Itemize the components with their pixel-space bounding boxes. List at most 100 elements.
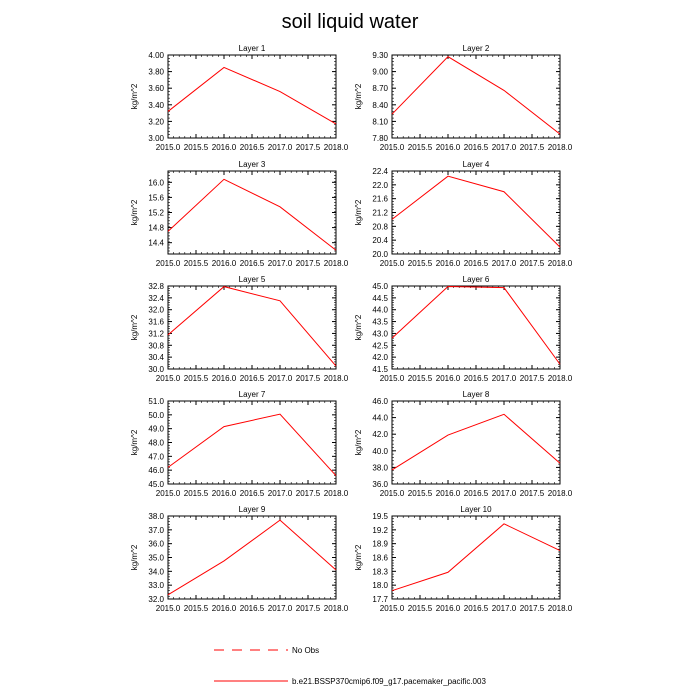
plot-frame — [391, 515, 561, 600]
y-axis-label: kg/m^2 — [354, 544, 363, 570]
y-tick-label: 18.9 — [372, 540, 388, 549]
y-tick-label: 17.7 — [372, 595, 388, 604]
legend-obs-label: No Obs — [292, 646, 319, 655]
x-tick-label: 2017.5 — [296, 259, 321, 268]
x-tick-label: 2016.5 — [464, 143, 489, 152]
x-tick-label: 2015.0 — [380, 489, 405, 498]
y-axis-label: kg/m^2 — [130, 314, 139, 340]
y-axis-label: kg/m^2 — [130, 429, 139, 455]
x-tick-label: 2017.0 — [268, 259, 293, 268]
x-tick-label: 2018.0 — [548, 143, 573, 152]
x-tick-label: 2017.5 — [520, 489, 545, 498]
y-tick-label: 50.0 — [148, 411, 164, 420]
y-tick-label: 3.40 — [148, 101, 164, 110]
panel-title: Layer 1 — [239, 44, 266, 53]
plot-frame — [391, 54, 561, 139]
panel-title: Layer 6 — [463, 275, 490, 284]
series-line — [391, 523, 561, 592]
y-tick-label: 20.0 — [372, 250, 388, 259]
y-axis-label: kg/m^2 — [354, 83, 363, 109]
panel-title: Layer 10 — [460, 505, 492, 514]
y-tick-label: 46.0 — [148, 466, 164, 475]
series-line — [167, 66, 337, 125]
x-tick-label: 2018.0 — [324, 143, 349, 152]
y-axis-label: kg/m^2 — [130, 199, 139, 225]
y-tick-label: 40.0 — [372, 447, 388, 456]
x-tick-label: 2017.0 — [492, 143, 517, 152]
y-tick-label: 7.80 — [372, 134, 388, 143]
x-tick-label: 2016.5 — [240, 604, 265, 613]
panel-title: Layer 8 — [463, 390, 490, 399]
y-tick-label: 51.0 — [148, 397, 164, 406]
x-tick-label: 2017.0 — [268, 374, 293, 383]
x-tick-label: 2015.5 — [184, 604, 209, 613]
y-axis-label: kg/m^2 — [354, 429, 363, 455]
y-axis-label: kg/m^2 — [354, 314, 363, 340]
y-tick-label: 18.3 — [372, 567, 388, 576]
x-tick-label: 2016.5 — [464, 489, 489, 498]
y-tick-label: 42.0 — [372, 430, 388, 439]
x-tick-label: 2015.5 — [184, 489, 209, 498]
y-tick-label: 35.0 — [148, 554, 164, 563]
x-tick-label: 2015.5 — [408, 143, 433, 152]
x-tick-label: 2016.5 — [240, 259, 265, 268]
x-tick-label: 2015.5 — [184, 374, 209, 383]
x-tick-label: 2016.0 — [212, 604, 237, 613]
y-tick-label: 3.00 — [148, 134, 164, 143]
series-line — [167, 519, 337, 596]
x-tick-label: 2016.5 — [464, 604, 489, 613]
x-tick-label: 2018.0 — [324, 374, 349, 383]
x-tick-label: 2017.0 — [492, 259, 517, 268]
y-axis-label: kg/m^2 — [130, 83, 139, 109]
y-tick-label: 49.0 — [148, 425, 164, 434]
panel-title: Layer 2 — [463, 44, 490, 53]
x-tick-label: 2016.5 — [240, 374, 265, 383]
y-tick-label: 18.0 — [372, 581, 388, 590]
plot-frame — [391, 285, 561, 370]
y-axis-label: kg/m^2 — [130, 544, 139, 570]
x-tick-label: 2017.5 — [296, 489, 321, 498]
figure-title: soil liquid water — [282, 11, 419, 33]
x-tick-label: 2015.0 — [380, 604, 405, 613]
y-tick-label: 30.0 — [148, 365, 164, 374]
y-tick-label: 22.4 — [372, 167, 388, 176]
y-tick-label: 34.0 — [148, 567, 164, 576]
x-tick-label: 2017.0 — [268, 489, 293, 498]
y-tick-label: 9.00 — [372, 68, 388, 77]
x-tick-label: 2016.0 — [212, 259, 237, 268]
x-tick-label: 2018.0 — [548, 489, 573, 498]
x-tick-label: 2016.5 — [240, 489, 265, 498]
series-line — [167, 413, 337, 477]
x-tick-label: 2018.0 — [324, 259, 349, 268]
y-tick-label: 31.6 — [148, 318, 164, 327]
y-tick-label: 46.0 — [372, 397, 388, 406]
y-tick-label: 43.0 — [372, 329, 388, 338]
legend: No Obs b.e21.BSSP370cmip6.f09_g17.pacema… — [214, 646, 486, 686]
x-tick-label: 2015.0 — [156, 143, 181, 152]
y-tick-label: 41.5 — [372, 365, 388, 374]
y-tick-label: 30.8 — [148, 341, 164, 350]
y-tick-label: 14.8 — [148, 224, 164, 233]
x-tick-label: 2016.0 — [436, 489, 461, 498]
x-tick-label: 2017.5 — [520, 259, 545, 268]
x-tick-label: 2015.5 — [184, 259, 209, 268]
plot-frame — [167, 515, 337, 600]
legend-model-label: b.e21.BSSP370cmip6.f09_g17.pacemaker_pac… — [292, 677, 486, 686]
series-line — [391, 285, 561, 365]
x-tick-label: 2015.0 — [156, 374, 181, 383]
y-tick-label: 36.0 — [372, 480, 388, 489]
x-tick-label: 2016.5 — [464, 259, 489, 268]
x-tick-label: 2015.5 — [408, 259, 433, 268]
x-tick-label: 2017.0 — [268, 143, 293, 152]
panel-title: Layer 5 — [239, 275, 266, 284]
x-tick-label: 2017.0 — [492, 489, 517, 498]
plot-frame — [391, 400, 561, 485]
